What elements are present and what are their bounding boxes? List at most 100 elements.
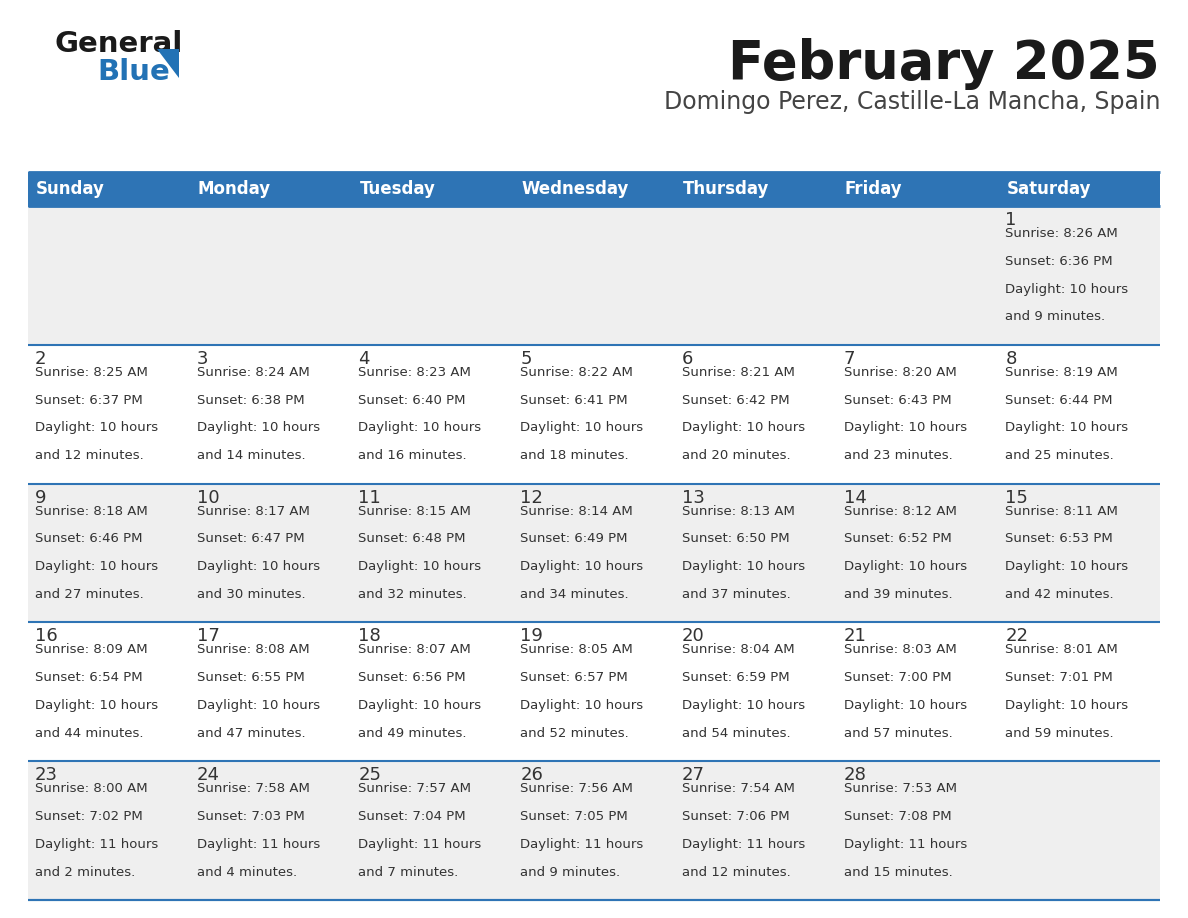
Text: Saturday: Saturday	[1006, 180, 1091, 198]
Text: and 32 minutes.: and 32 minutes.	[359, 588, 467, 601]
Text: Sunrise: 8:25 AM: Sunrise: 8:25 AM	[34, 365, 147, 379]
Bar	[352, 761, 513, 900]
Text: Daylight: 10 hours: Daylight: 10 hours	[1005, 283, 1129, 296]
Text: and 39 minutes.: and 39 minutes.	[843, 588, 953, 601]
Text: and 54 minutes.: and 54 minutes.	[682, 727, 790, 740]
Text: Sunset: 7:08 PM: Sunset: 7:08 PM	[843, 810, 952, 823]
Text: 28: 28	[843, 767, 866, 784]
Text: Sunrise: 8:19 AM: Sunrise: 8:19 AM	[1005, 365, 1118, 379]
Bar	[836, 622, 998, 761]
Text: 13: 13	[682, 488, 704, 507]
Text: Sunrise: 7:57 AM: Sunrise: 7:57 AM	[359, 782, 472, 795]
Text: Sunday: Sunday	[36, 180, 105, 198]
Text: Daylight: 10 hours: Daylight: 10 hours	[1005, 421, 1129, 434]
Bar	[998, 345, 1159, 484]
Bar	[675, 206, 836, 345]
Bar	[513, 761, 675, 900]
Text: Daylight: 10 hours: Daylight: 10 hours	[359, 699, 481, 712]
Text: Sunset: 6:47 PM: Sunset: 6:47 PM	[197, 532, 304, 545]
Text: 22: 22	[1005, 627, 1029, 645]
Text: and 4 minutes.: and 4 minutes.	[197, 866, 297, 879]
Text: Daylight: 10 hours: Daylight: 10 hours	[520, 421, 643, 434]
Text: 12: 12	[520, 488, 543, 507]
Bar	[190, 345, 352, 484]
Text: 3: 3	[197, 350, 208, 368]
Text: Sunset: 6:42 PM: Sunset: 6:42 PM	[682, 394, 790, 407]
Text: Sunset: 7:01 PM: Sunset: 7:01 PM	[1005, 671, 1113, 684]
Text: 20: 20	[682, 627, 704, 645]
Text: Daylight: 11 hours: Daylight: 11 hours	[359, 838, 481, 851]
Text: Friday: Friday	[845, 180, 902, 198]
Text: Daylight: 10 hours: Daylight: 10 hours	[843, 699, 967, 712]
Text: Daylight: 11 hours: Daylight: 11 hours	[197, 838, 320, 851]
Bar	[836, 206, 998, 345]
Text: and 12 minutes.: and 12 minutes.	[34, 449, 144, 463]
Text: and 2 minutes.: and 2 minutes.	[34, 866, 135, 879]
Text: Sunrise: 8:17 AM: Sunrise: 8:17 AM	[197, 505, 310, 518]
Text: Sunset: 6:41 PM: Sunset: 6:41 PM	[520, 394, 627, 407]
Bar	[190, 622, 352, 761]
Text: Sunrise: 8:09 AM: Sunrise: 8:09 AM	[34, 644, 147, 656]
Text: and 18 minutes.: and 18 minutes.	[520, 449, 628, 463]
Bar	[513, 345, 675, 484]
Bar	[675, 761, 836, 900]
Bar	[513, 172, 675, 206]
Text: 17: 17	[197, 627, 220, 645]
Polygon shape	[157, 49, 179, 78]
Text: 21: 21	[843, 627, 866, 645]
Text: Sunrise: 8:03 AM: Sunrise: 8:03 AM	[843, 644, 956, 656]
Text: Sunset: 6:59 PM: Sunset: 6:59 PM	[682, 671, 790, 684]
Text: Daylight: 11 hours: Daylight: 11 hours	[682, 838, 805, 851]
Text: Sunrise: 7:53 AM: Sunrise: 7:53 AM	[843, 782, 956, 795]
Text: Domingo Perez, Castille-La Mancha, Spain: Domingo Perez, Castille-La Mancha, Spain	[664, 90, 1159, 114]
Text: and 25 minutes.: and 25 minutes.	[1005, 449, 1114, 463]
Text: Sunset: 6:44 PM: Sunset: 6:44 PM	[1005, 394, 1113, 407]
Bar	[190, 172, 352, 206]
Bar	[998, 484, 1159, 622]
Text: Sunrise: 8:12 AM: Sunrise: 8:12 AM	[843, 505, 956, 518]
Text: Sunset: 7:00 PM: Sunset: 7:00 PM	[843, 671, 952, 684]
Text: Sunrise: 8:18 AM: Sunrise: 8:18 AM	[34, 505, 147, 518]
Text: Daylight: 10 hours: Daylight: 10 hours	[520, 560, 643, 573]
Text: Sunrise: 7:58 AM: Sunrise: 7:58 AM	[197, 782, 310, 795]
Text: and 44 minutes.: and 44 minutes.	[34, 727, 144, 740]
Text: and 7 minutes.: and 7 minutes.	[359, 866, 459, 879]
Bar	[190, 206, 352, 345]
Bar	[836, 761, 998, 900]
Text: Sunrise: 8:13 AM: Sunrise: 8:13 AM	[682, 505, 795, 518]
Text: 19: 19	[520, 627, 543, 645]
Text: Sunset: 6:54 PM: Sunset: 6:54 PM	[34, 671, 143, 684]
Bar	[675, 172, 836, 206]
Text: Sunrise: 8:22 AM: Sunrise: 8:22 AM	[520, 365, 633, 379]
Bar	[998, 172, 1159, 206]
Text: 8: 8	[1005, 350, 1017, 368]
Text: Sunrise: 8:21 AM: Sunrise: 8:21 AM	[682, 365, 795, 379]
Text: and 27 minutes.: and 27 minutes.	[34, 588, 144, 601]
Text: 11: 11	[359, 488, 381, 507]
Bar	[29, 761, 190, 900]
Text: Sunset: 6:38 PM: Sunset: 6:38 PM	[197, 394, 304, 407]
Bar	[998, 206, 1159, 345]
Bar	[29, 345, 190, 484]
Text: Daylight: 10 hours: Daylight: 10 hours	[197, 699, 320, 712]
Text: Sunrise: 8:00 AM: Sunrise: 8:00 AM	[34, 782, 147, 795]
Bar	[352, 345, 513, 484]
Text: Daylight: 11 hours: Daylight: 11 hours	[520, 838, 644, 851]
Text: Daylight: 10 hours: Daylight: 10 hours	[682, 699, 805, 712]
Text: Daylight: 11 hours: Daylight: 11 hours	[843, 838, 967, 851]
Text: Thursday: Thursday	[683, 180, 770, 198]
Text: and 16 minutes.: and 16 minutes.	[359, 449, 467, 463]
Text: Sunrise: 8:26 AM: Sunrise: 8:26 AM	[1005, 227, 1118, 240]
Text: Sunrise: 8:01 AM: Sunrise: 8:01 AM	[1005, 644, 1118, 656]
Bar	[352, 206, 513, 345]
Text: Monday: Monday	[197, 180, 271, 198]
Text: and 30 minutes.: and 30 minutes.	[197, 588, 305, 601]
Text: and 20 minutes.: and 20 minutes.	[682, 449, 790, 463]
Text: Sunrise: 8:04 AM: Sunrise: 8:04 AM	[682, 644, 795, 656]
Text: 26: 26	[520, 767, 543, 784]
Text: Daylight: 11 hours: Daylight: 11 hours	[34, 838, 158, 851]
Text: 14: 14	[843, 488, 866, 507]
Text: and 57 minutes.: and 57 minutes.	[843, 727, 953, 740]
Text: Sunset: 6:53 PM: Sunset: 6:53 PM	[1005, 532, 1113, 545]
Bar	[513, 206, 675, 345]
